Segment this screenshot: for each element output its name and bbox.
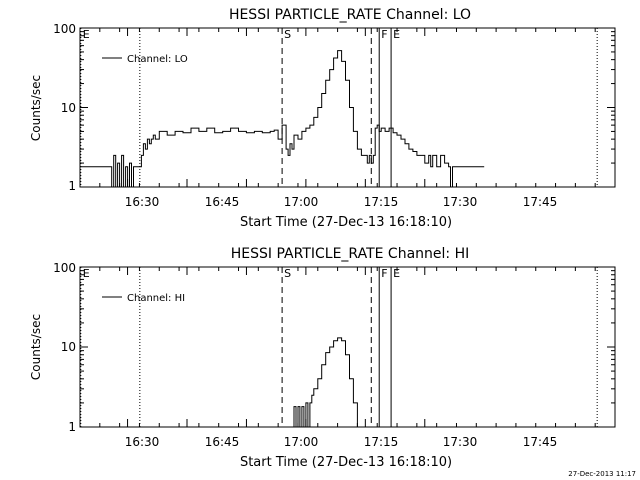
x-tick-label: 16:30 [125, 435, 160, 449]
event-marker-label: F [381, 28, 387, 41]
chart-title: HESSI PARTICLE_RATE Channel: HI [231, 246, 469, 262]
x-tick-label: 17:15 [364, 435, 399, 449]
y-tick-label: 10 [61, 340, 76, 354]
y-tick-label: 1 [68, 179, 76, 193]
x-tick-label: 16:45 [205, 195, 240, 209]
x-axis-label: Start Time (27-Dec-13 16:18:10) [240, 455, 452, 470]
event-marker-label: E [393, 28, 400, 41]
x-axis-label: Start Time (27-Dec-13 16:18:10) [240, 215, 452, 230]
plot-frame [79, 27, 616, 188]
event-marker-label: S [284, 28, 291, 41]
y-tick-label: 1 [68, 420, 76, 434]
lo-channel-panel: HESSI PARTICLE_RATE Channel: LO Counts/s… [29, 7, 616, 230]
event-marker-label: F [381, 267, 387, 280]
hi-channel-panel: HESSI PARTICLE_RATE Channel: HI Counts/s… [29, 246, 616, 470]
x-tick-label: 17:30 [443, 195, 478, 209]
event-marker-label: E [393, 267, 400, 280]
event-marker-label: S [284, 267, 291, 280]
chart-title: HESSI PARTICLE_RATE Channel: LO [229, 7, 471, 23]
y-tick-label: 100 [53, 22, 76, 36]
series-line [292, 337, 358, 428]
x-tick-label: 16:30 [125, 195, 160, 209]
event-marker-label: E [83, 267, 90, 280]
x-tick-label: 17:15 [364, 195, 399, 209]
y-axis-label: Counts/sec [29, 314, 43, 380]
series-line [80, 50, 485, 188]
y-tick-label: 10 [61, 101, 76, 115]
y-tick-label: 100 [53, 261, 76, 275]
event-marker-label: E [83, 28, 90, 41]
legend-label: Channel: HI [127, 293, 185, 304]
y-axis-label: Counts/sec [29, 75, 43, 141]
x-tick-label: 17:45 [523, 435, 558, 449]
plot-timestamp: 27-Dec-2013 11:17 [568, 470, 636, 478]
x-tick-label: 17:00 [284, 435, 319, 449]
x-tick-label: 16:45 [205, 435, 240, 449]
x-tick-label: 17:00 [284, 195, 319, 209]
plot-frame [79, 266, 616, 428]
x-tick-label: 17:30 [443, 435, 478, 449]
x-tick-label: 17:45 [523, 195, 558, 209]
legend-label: Channel: LO [127, 54, 188, 65]
